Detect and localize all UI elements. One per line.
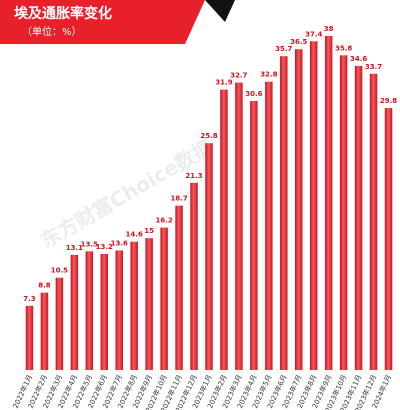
- data-label: 32.7: [230, 72, 247, 80]
- data-label: 25.8: [200, 132, 217, 140]
- bar: [40, 292, 49, 370]
- bar: [190, 182, 198, 370]
- data-label: 35.7: [275, 45, 292, 53]
- data-label: 30.6: [245, 90, 262, 98]
- bar: [235, 82, 243, 370]
- data-label: 29.8: [380, 97, 397, 105]
- bar: [130, 241, 138, 370]
- bar: [339, 55, 348, 370]
- data-label: 14.6: [126, 231, 143, 239]
- bar: [280, 56, 288, 370]
- data-label: 38: [324, 25, 334, 33]
- bar: [55, 277, 64, 370]
- bar: [145, 238, 153, 370]
- data-label: 16.2: [155, 217, 172, 225]
- bar: [160, 227, 168, 370]
- data-label: 8.8: [38, 282, 51, 290]
- data-label: 13.6: [111, 239, 128, 247]
- data-label: 18.7: [170, 195, 187, 203]
- bar: [384, 108, 393, 371]
- chart-subtitle: （单位：%）: [22, 25, 82, 38]
- bar: [70, 254, 79, 370]
- bar: [354, 65, 363, 370]
- chart-title: 埃及通胀率变化: [14, 5, 112, 22]
- bar: [100, 253, 109, 370]
- bar: [309, 41, 318, 371]
- data-label: 36.5: [290, 38, 307, 46]
- title-banner: [0, 0, 205, 44]
- bar: [250, 101, 258, 370]
- corner-decoration: [205, 0, 235, 22]
- data-label: 32.8: [260, 71, 277, 79]
- data-label: 15: [144, 227, 154, 235]
- data-label: 31.9: [215, 79, 232, 87]
- bar: [175, 205, 183, 370]
- bar: [85, 251, 94, 370]
- bar: [115, 250, 123, 370]
- bar: [25, 305, 34, 370]
- data-label: 21.3: [185, 172, 202, 180]
- data-label: 13.5: [81, 240, 98, 248]
- bar: [220, 89, 228, 371]
- data-label: 13.1: [66, 244, 83, 252]
- data-label: 7.3: [23, 295, 36, 303]
- bar: [369, 73, 378, 370]
- bar: [295, 49, 303, 371]
- data-label: 10.5: [51, 267, 68, 275]
- data-label: 13.2: [96, 243, 113, 251]
- data-label: 34.6: [350, 55, 367, 63]
- bar: [324, 36, 333, 370]
- bar: [265, 81, 273, 370]
- data-label: 33.7: [365, 63, 382, 71]
- data-label: 35.8: [335, 44, 352, 52]
- bar: [205, 143, 213, 370]
- data-label: 37.4: [305, 30, 322, 38]
